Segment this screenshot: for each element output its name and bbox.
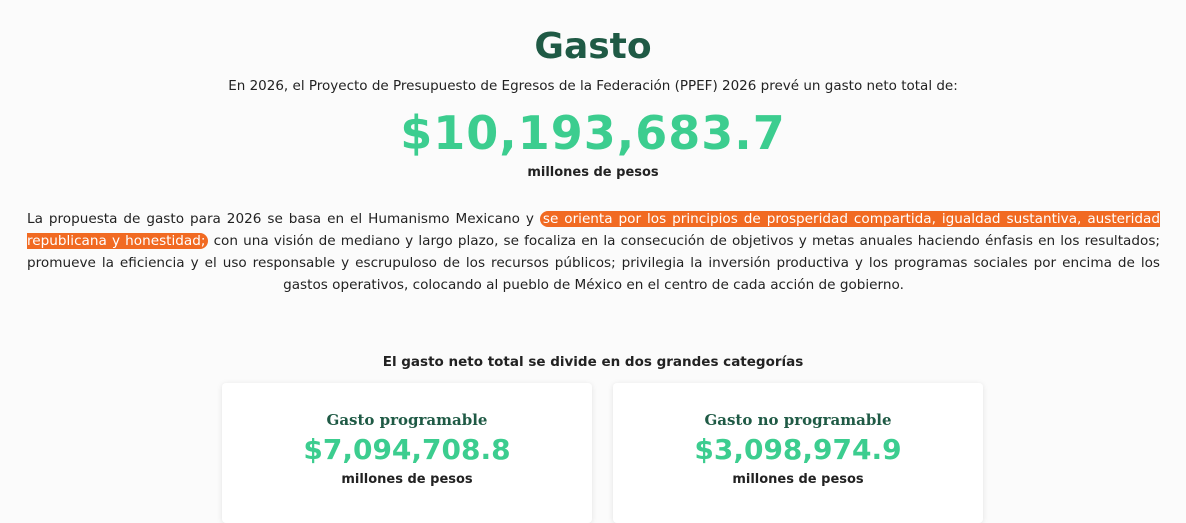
- card-unit: millones de pesos: [732, 472, 864, 487]
- unit: millones de pesos: [527, 165, 659, 180]
- total-amount: $10,193,683.7: [400, 106, 786, 160]
- text: La propuesta de gasto para 2026 se basa …: [27, 211, 540, 227]
- card: Gasto programable $7,094,708.8 millones …: [222, 383, 592, 523]
- title: Gasto: [534, 26, 652, 67]
- card-amount: $7,094,708.8: [303, 433, 511, 466]
- card: Gasto no programable $3,098,974.9 millon…: [613, 383, 983, 523]
- card-title: Gasto programable: [326, 411, 488, 429]
- text: con una visión de mediano y largo plazo,…: [27, 233, 1160, 293]
- subtitle: El gasto neto total se divide en dos gra…: [382, 354, 804, 370]
- card-unit: millones de pesos: [341, 472, 473, 487]
- page: Gasto En 2026, el Proyecto de Presupuest…: [27, 26, 1160, 487]
- card-title: Gasto no programable: [704, 411, 892, 429]
- intro: En 2026, el Proyecto de Presupuesto de E…: [228, 78, 958, 94]
- description: La propuesta de gasto para 2026 se basa …: [27, 208, 1160, 296]
- card-amount: $3,098,974.9: [694, 433, 902, 466]
